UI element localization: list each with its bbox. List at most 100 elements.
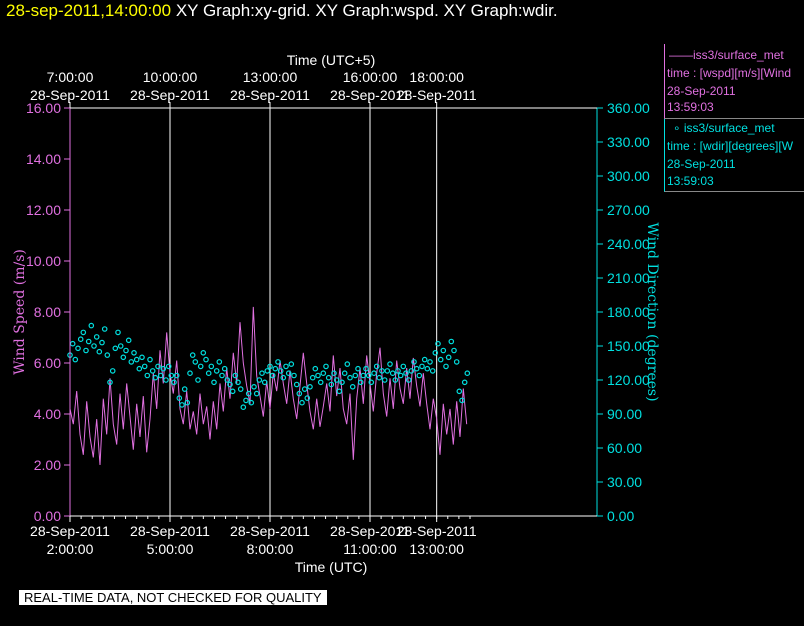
wdir-point <box>275 359 281 365</box>
wdir-point <box>133 356 140 363</box>
top-tick-time: 10:00:00 <box>143 69 198 85</box>
wdir-point <box>157 372 164 379</box>
wdir-point <box>373 363 380 370</box>
wdir-point <box>192 359 199 365</box>
bottom-tick-time: 2:00:00 <box>47 541 94 557</box>
wdir-point <box>424 365 431 372</box>
wdir-point <box>72 356 79 363</box>
wdir-point <box>312 365 319 372</box>
wdir-point <box>139 354 145 361</box>
wdir-point <box>101 326 108 332</box>
left-tick-label: 10.00 <box>26 253 61 269</box>
wdir-point <box>251 383 257 390</box>
wdir-point <box>168 372 175 379</box>
wdir-point <box>349 383 356 390</box>
wdir-point <box>379 368 385 374</box>
bottom-tick-date: 28-Sep-2011 <box>397 523 477 539</box>
wdir-point <box>189 352 196 358</box>
wdir-point <box>107 379 113 386</box>
wdir-point <box>216 359 223 365</box>
right-axis-label: Wind Direction (degrees) <box>644 222 660 401</box>
wdir-point <box>213 368 220 374</box>
title-date: 28-sep-2011,14:00:00 <box>6 1 172 20</box>
wdir-point <box>435 340 441 347</box>
wdir-point <box>232 372 239 379</box>
legend-wspd-time: 13:59:03 <box>667 100 714 114</box>
wdir-point <box>205 370 212 377</box>
wdir-point <box>304 395 311 401</box>
wdir-point <box>120 354 127 361</box>
top-tick-date: 28-Sep-2011 <box>397 87 477 103</box>
wdir-point <box>203 356 209 363</box>
left-axis-label: Wind Speed (m/s) <box>12 249 28 375</box>
right-tick-label: 0.00 <box>607 508 634 524</box>
wdir-point <box>408 368 415 374</box>
right-tick-label: 180.00 <box>607 304 650 320</box>
wdir-point <box>357 379 364 386</box>
wdir-point <box>165 363 172 370</box>
wdir-point <box>299 399 305 406</box>
wdir-point <box>421 356 428 363</box>
wdir-point <box>336 388 343 395</box>
wdir-point <box>184 399 191 406</box>
bottom-tick-date: 28-Sep-2011 <box>330 523 410 539</box>
bottom-tick-date: 28-Sep-2011 <box>130 523 210 539</box>
wdir-point <box>355 365 361 372</box>
left-tick-label: 12.00 <box>26 202 61 218</box>
wdir-point <box>99 339 105 346</box>
wdir-point <box>136 365 143 372</box>
quality-note: REAL-TIME DATA, NOT CHECKED FOR QUALITY <box>19 590 327 605</box>
wdir-point <box>221 365 228 372</box>
wdir-point <box>277 368 284 374</box>
wdir-point <box>429 368 436 374</box>
wdir-point <box>285 370 292 377</box>
wdir-point <box>160 365 167 372</box>
right-tick-label: 210.00 <box>607 270 650 286</box>
wdir-point <box>93 334 100 340</box>
left-tick-label: 0.00 <box>34 508 61 524</box>
wdir-point <box>267 363 273 370</box>
wdir-point <box>448 338 455 345</box>
right-tick-label: 240.00 <box>607 236 650 252</box>
right-tick-label: 120.00 <box>607 372 650 388</box>
wdir-point <box>280 374 287 381</box>
wdir-point <box>152 374 159 381</box>
wdir-point <box>272 365 279 372</box>
wdir-point <box>317 379 324 386</box>
wdir-point <box>77 336 84 343</box>
legend-wdir-date: 28-Sep-2011 <box>667 157 736 171</box>
wdir-point <box>341 370 348 377</box>
left-tick-label: 14.00 <box>26 151 61 167</box>
wdir-point <box>88 322 95 329</box>
bottom-tick-time: 5:00:00 <box>147 541 194 557</box>
wdir-point <box>253 390 260 397</box>
wdir-point <box>211 379 217 386</box>
wdir-point <box>307 383 313 390</box>
top-tick-date: 28-Sep-2011 <box>230 87 310 103</box>
wdir-point <box>83 347 89 354</box>
wdir-point <box>411 359 417 365</box>
wdir-point <box>75 345 81 352</box>
wdir-point <box>363 365 369 372</box>
wdir-point <box>325 374 332 381</box>
wdir-point <box>173 372 180 379</box>
legend-wdir-time: 13:59:03 <box>667 174 714 188</box>
wdir-point <box>432 349 439 356</box>
wdir-point <box>104 352 111 358</box>
legend-wspd-field: time : [wspd][m/s][Wind <box>667 66 792 80</box>
wdir-point <box>245 390 252 397</box>
wdir-point <box>464 370 471 377</box>
wdir-point <box>451 347 457 354</box>
wdir-point <box>371 370 377 377</box>
top-tick-time: 18:00:00 <box>409 69 464 85</box>
wdir-point <box>237 386 244 392</box>
right-tick-label: 150.00 <box>607 338 650 354</box>
wdir-point <box>179 402 185 408</box>
wdir-point <box>144 372 151 379</box>
wdir-point <box>291 372 297 379</box>
wdir-point <box>437 356 444 363</box>
wdir-point <box>323 363 329 370</box>
wdir-point <box>419 363 425 370</box>
wdir-point <box>227 381 233 388</box>
wdir-point <box>264 368 271 374</box>
